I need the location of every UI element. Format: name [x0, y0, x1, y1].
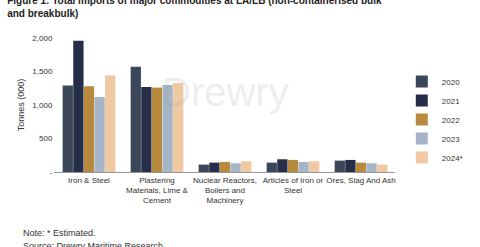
svg-text:2020: 2020 — [442, 78, 460, 87]
svg-text:1,500: 1,500 — [32, 67, 53, 76]
svg-text:2021: 2021 — [442, 97, 460, 106]
svg-text:2024*: 2024* — [442, 154, 463, 163]
svg-text:-: - — [50, 168, 53, 177]
svg-text:2,000: 2,000 — [32, 34, 53, 43]
svg-text:Drewry: Drewry — [162, 70, 289, 114]
svg-text:Tonnes (000): Tonnes (000) — [16, 79, 26, 132]
svg-text:PlasteringMaterials, Lime &Cem: PlasteringMaterials, Lime &Cement — [126, 176, 188, 206]
svg-text:Iron & Steel: Iron & Steel — [68, 176, 110, 185]
svg-text:Ores, Slag And Ash: Ores, Slag And Ash — [326, 176, 395, 185]
svg-text:500: 500 — [39, 134, 53, 143]
svg-text:Nuclear Reactors,Boilers andMa: Nuclear Reactors,Boilers andMachinery — [193, 176, 257, 206]
svg-text:Note: * Estimated.: Note: * Estimated. — [23, 228, 96, 238]
svg-text:2022: 2022 — [442, 116, 460, 125]
svg-text:Articles of Iron orSteel: Articles of Iron orSteel — [263, 176, 324, 195]
svg-text:Figure 1: Total imports of maj: Figure 1: Total imports of major commodi… — [7, 0, 382, 19]
svg-text:2023: 2023 — [442, 135, 460, 144]
svg-text:Source: Drewry Maritime Resear: Source: Drewry Maritime Research — [23, 241, 163, 247]
svg-text:1,000: 1,000 — [32, 101, 53, 110]
